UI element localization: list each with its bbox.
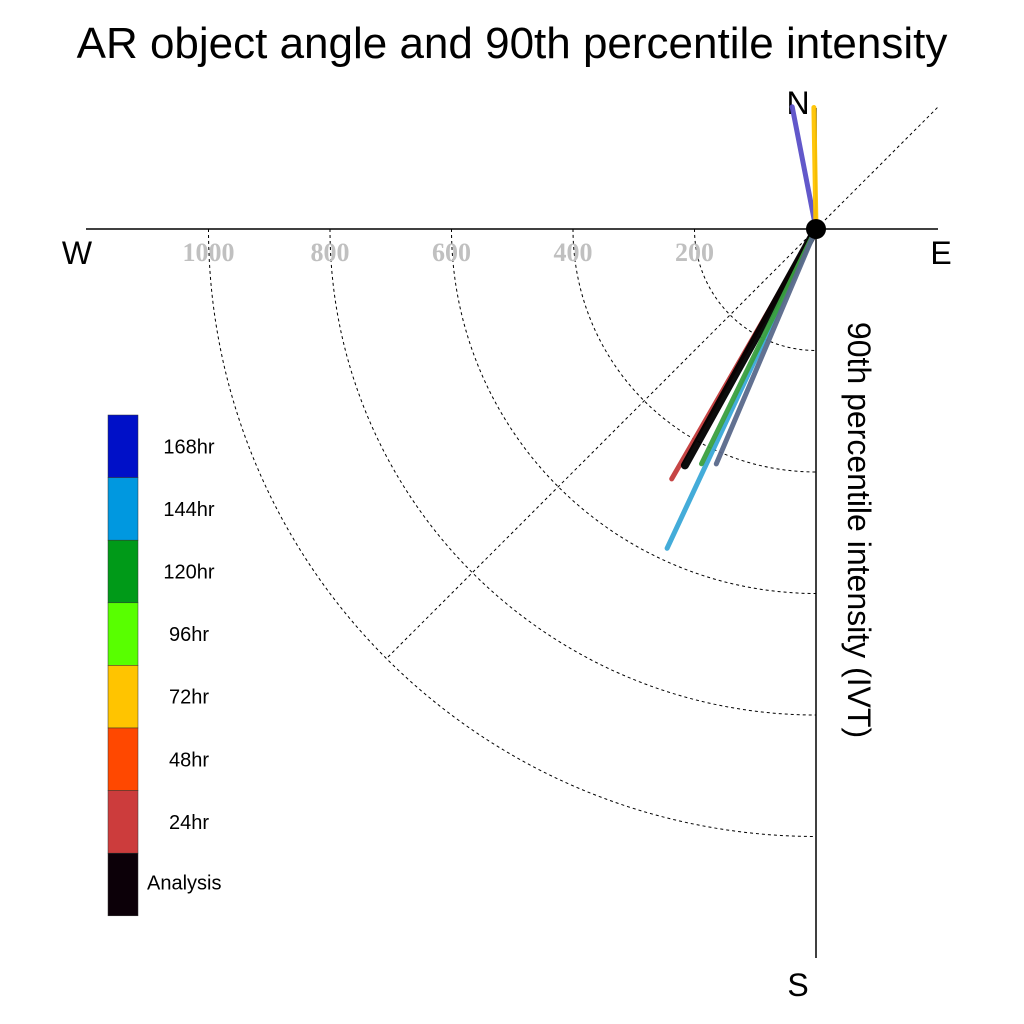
radial-tick-label: 200 bbox=[675, 238, 714, 267]
vector-48hr bbox=[713, 226, 819, 467]
legend-label: 168hr bbox=[163, 436, 214, 458]
compass-north: N bbox=[786, 85, 809, 121]
legend-label: Analysis bbox=[147, 873, 221, 895]
radial-tick-label: 800 bbox=[311, 238, 350, 267]
legend-swatch-168hr bbox=[107, 414, 139, 478]
legend-swatch-120hr bbox=[107, 539, 139, 604]
radial-ring-800 bbox=[329, 228, 817, 716]
legend-swatch-96hr bbox=[107, 602, 139, 666]
y-axis-label: 90th percentile intensity (IVT) bbox=[841, 322, 877, 738]
legend-swatch-144hr bbox=[107, 477, 139, 541]
vector-series bbox=[664, 104, 820, 551]
radial-rings bbox=[208, 228, 817, 837]
legend-label: 144hr bbox=[163, 499, 214, 521]
radial-tick-label: 1000 bbox=[183, 238, 235, 267]
radial-ring-400 bbox=[572, 228, 817, 473]
compass-south: S bbox=[787, 967, 808, 1003]
radial-ring-200 bbox=[694, 228, 817, 351]
compass-west: W bbox=[62, 235, 93, 271]
legend-swatch-72hr bbox=[107, 665, 139, 729]
radial-ring-600 bbox=[451, 228, 817, 594]
legend-label: 120hr bbox=[163, 562, 214, 584]
ne-sw-diagonal bbox=[387, 106, 939, 658]
legend-swatch-24hr bbox=[107, 790, 139, 854]
radial-tick-labels: 200 400 600 800 1000 bbox=[183, 238, 715, 267]
origin-dot bbox=[806, 219, 826, 239]
legend-label: 72hr bbox=[169, 687, 209, 709]
legend: 168hr 144hr 120hr 96hr 72hr 48hr 24hr Analysis bbox=[107, 414, 221, 917]
chart-title: AR object angle and 90th percentile inte… bbox=[77, 19, 948, 68]
radial-ring-1000 bbox=[208, 228, 817, 837]
legend-swatch-analysis bbox=[107, 852, 139, 917]
radial-tick-label: 400 bbox=[554, 238, 593, 267]
vector-168hr bbox=[789, 104, 819, 232]
vector-72hr bbox=[811, 105, 819, 232]
legend-label: 48hr bbox=[169, 749, 209, 771]
legend-label: 96hr bbox=[169, 624, 209, 646]
compass-east: E bbox=[930, 235, 951, 271]
radial-tick-label: 600 bbox=[432, 238, 471, 267]
legend-swatch-48hr bbox=[107, 727, 139, 791]
legend-label: 24hr bbox=[169, 812, 209, 834]
